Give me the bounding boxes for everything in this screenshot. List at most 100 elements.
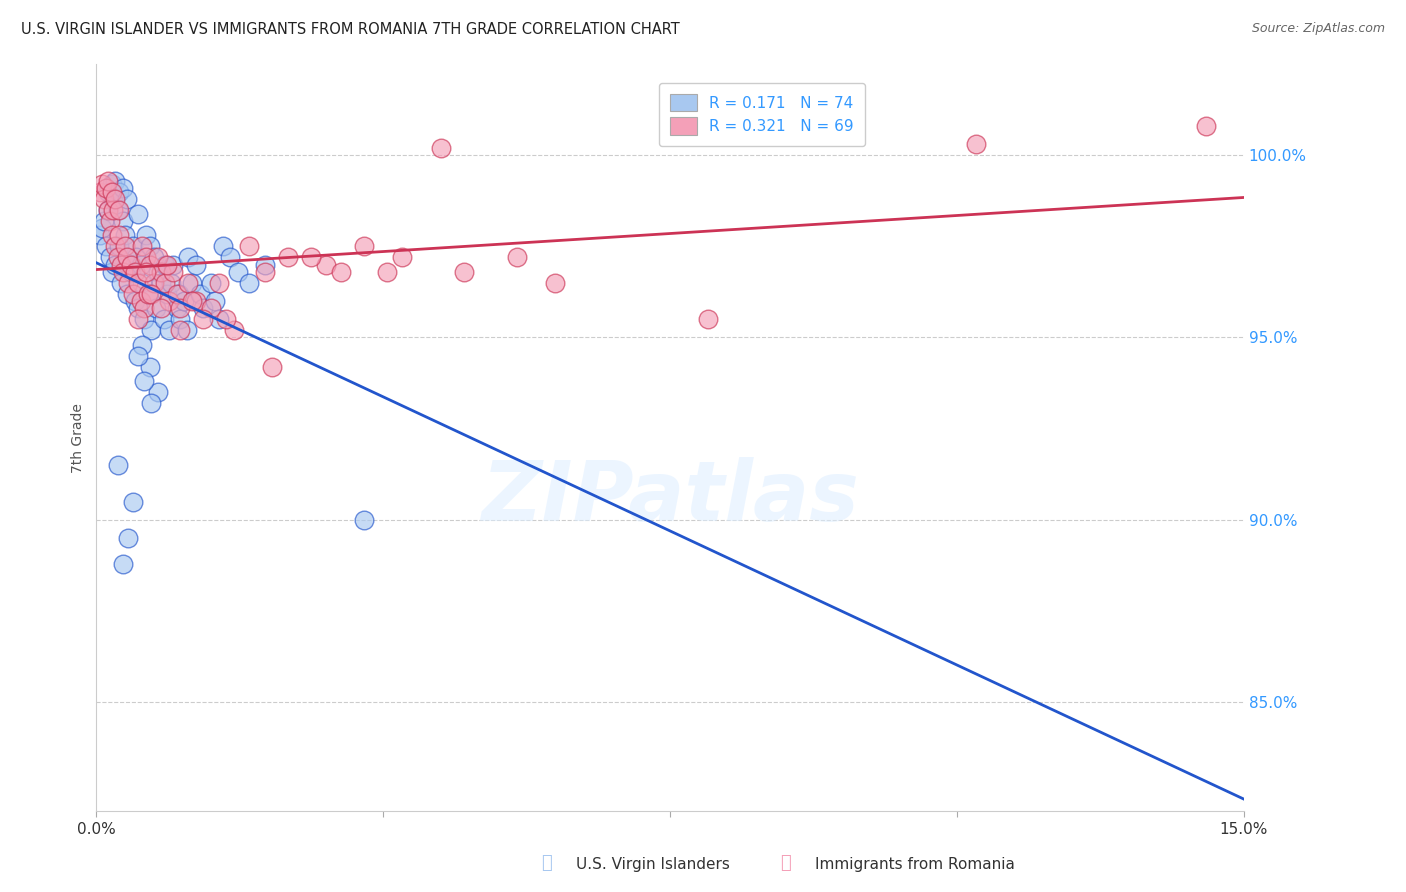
Point [262,359,284,374]
Point [97,174,120,188]
Point [117,276,139,290]
Point [146,385,169,400]
Point [97,202,120,217]
Point [141,396,163,410]
Point [253,265,276,279]
Point [127,276,149,290]
Point [110,276,132,290]
Text: ⬜: ⬜ [780,855,792,872]
Point [122,239,145,253]
Point [125,250,148,264]
Text: ⬜: ⬜ [541,855,553,872]
Point [181,276,204,290]
Point [132,374,155,388]
Point [115,192,138,206]
Point [131,338,153,352]
Point [97,202,120,217]
Point [153,276,176,290]
Point [277,250,299,264]
Point [101,192,124,206]
Point [353,239,375,253]
Point [162,265,184,279]
Point [131,276,153,290]
Point [506,250,529,264]
Point [139,239,162,253]
Point [211,239,233,253]
Point [115,286,138,301]
Point [150,301,173,316]
Point [135,265,157,279]
Point [238,239,260,253]
Point [94,181,117,195]
Point [177,250,200,264]
Point [181,293,204,308]
Point [124,265,146,279]
Point [193,301,215,316]
Point [193,312,215,326]
Point [115,250,138,264]
Point [142,250,165,264]
Point [965,137,987,152]
Point [91,178,114,192]
Point [138,286,160,301]
Point [100,178,122,192]
Point [219,250,242,264]
Point [330,265,353,279]
Point [132,301,155,316]
Point [150,265,173,279]
Point [110,258,132,272]
Point [122,494,145,508]
Point [114,239,136,253]
Point [112,181,135,195]
Point [129,293,152,308]
Point [176,323,198,337]
Point [299,250,322,264]
Point [135,228,157,243]
Point [104,174,127,188]
Point [156,258,179,272]
Point [208,276,231,290]
Point [238,276,260,290]
Point [204,293,226,308]
Point [156,286,179,301]
Point [104,258,127,272]
Point [112,265,135,279]
Point [132,312,155,326]
Point [94,239,117,253]
Point [166,301,188,316]
Point [167,286,190,301]
Point [169,301,191,316]
Point [100,228,122,243]
Point [391,250,413,264]
Point [98,250,121,264]
Point [157,323,180,337]
Point [91,221,114,235]
Point [162,258,184,272]
Point [108,228,131,243]
Point [184,293,207,308]
Point [139,258,162,272]
Point [122,286,145,301]
Point [150,276,173,290]
Point [188,286,211,301]
Point [117,258,139,272]
Point [173,293,195,308]
Point [146,250,169,264]
Point [127,349,149,363]
Point [141,323,163,337]
Point [93,192,115,206]
Point [697,312,720,326]
Text: Source: ZipAtlas.com: Source: ZipAtlas.com [1251,22,1385,36]
Point [101,202,124,217]
Point [375,265,398,279]
Point [226,265,249,279]
Point [108,239,131,253]
Point [89,228,111,243]
Point [108,202,131,217]
Point [200,301,222,316]
Point [107,458,129,472]
Text: U.S. VIRGIN ISLANDER VS IMMIGRANTS FROM ROMANIA 7TH GRADE CORRELATION CHART: U.S. VIRGIN ISLANDER VS IMMIGRANTS FROM … [21,22,681,37]
Point [153,258,176,272]
Point [100,185,122,199]
Point [114,228,136,243]
